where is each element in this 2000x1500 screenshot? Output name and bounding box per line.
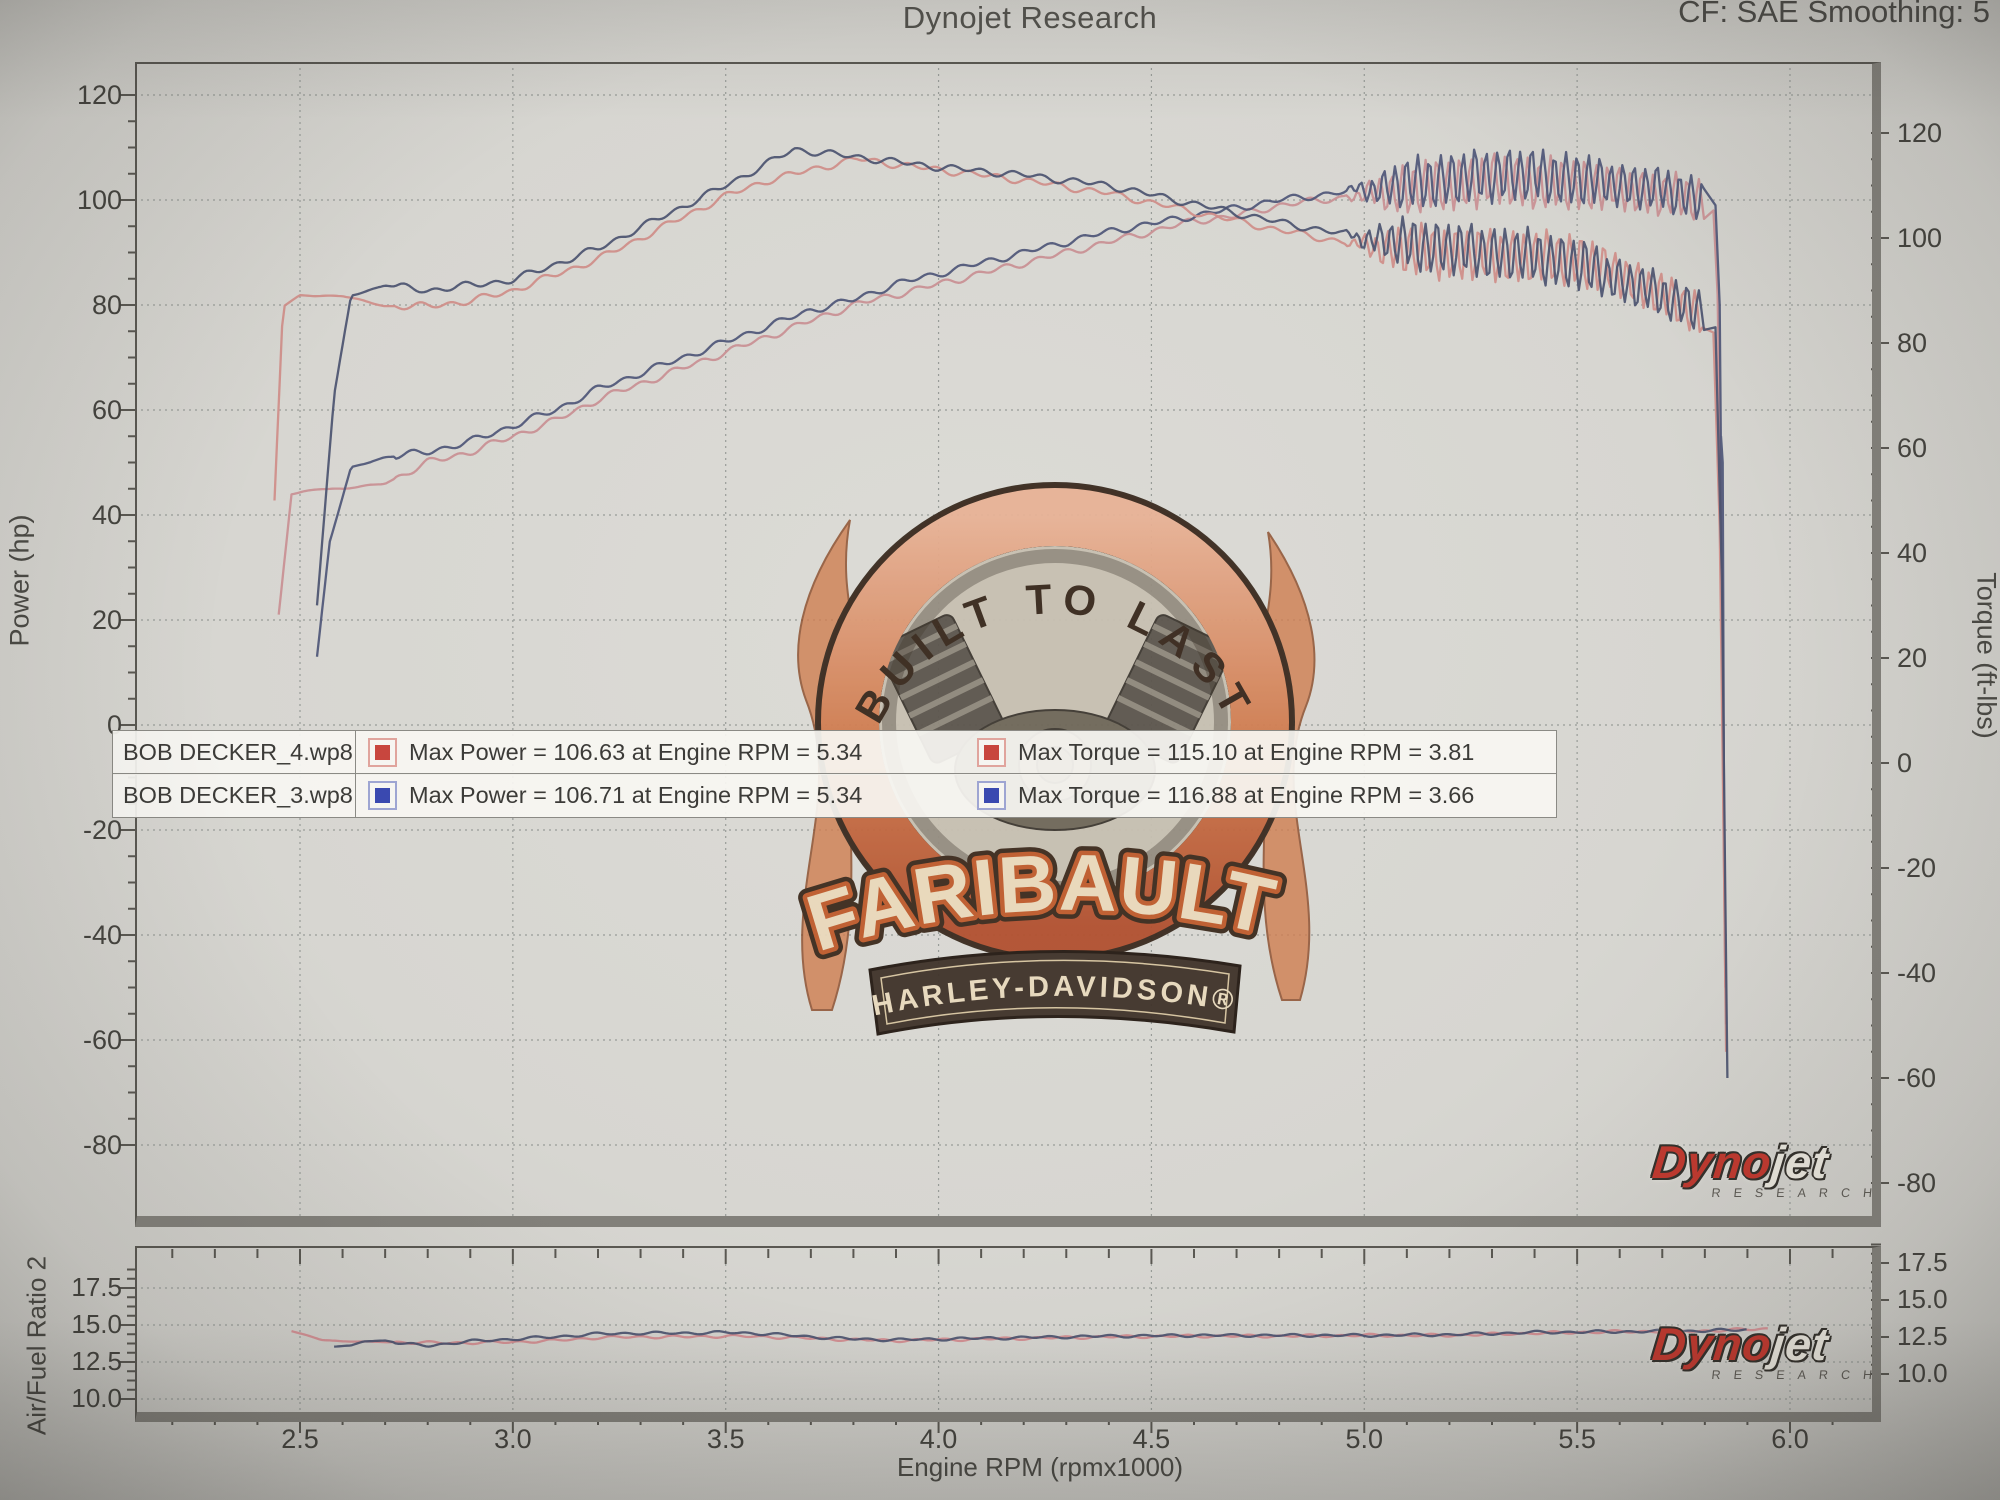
dynojet-logo: Dynojet RESEARCH [1649, 1136, 1915, 1200]
power-red-curve [277, 152, 1727, 988]
legend-swatch-blue-torque-icon [977, 781, 1006, 811]
tick-label: -80 [83, 1130, 122, 1160]
tick-label: -40 [1897, 958, 1936, 988]
legend-max-power: Max Power = 106.71 at Engine RPM = 5.34 [409, 782, 863, 809]
legend-max-torque: Max Torque = 115.10 at Engine RPM = 3.81 [1018, 739, 1475, 765]
tick-label: -60 [83, 1025, 122, 1055]
tick-label: -40 [83, 920, 122, 950]
legend-file-name: BOB DECKER_4.wp8 [123, 731, 356, 774]
legend-swatch-blue-power-icon [368, 781, 397, 811]
legend-row-run3: BOB DECKER_3.wp8 Max Power = 106.71 at E… [112, 773, 1557, 819]
tick-label: 5.0 [1346, 1424, 1384, 1454]
tick-label: 80 [1897, 328, 1927, 358]
power-blue-curve [315, 148, 1728, 1025]
tick-label: 3.5 [707, 1424, 745, 1454]
brand-banner: HARLEY-DAVIDSON® [868, 949, 1242, 1036]
power-axis-label: Power (hp) [4, 514, 35, 647]
tick-label: 40 [1897, 538, 1927, 568]
tick-label: 120 [77, 80, 122, 110]
tick-label: 2.5 [281, 1424, 319, 1454]
dynojet-word-jet: jet [1769, 1318, 1832, 1370]
tick-label: 15.0 [71, 1309, 122, 1339]
tick-label: 3.0 [494, 1424, 532, 1454]
legend-swatch-red-torque-icon [977, 738, 1006, 767]
tick-label: 5.5 [1558, 1424, 1596, 1454]
page-title: Dynojet Research [902, 0, 1158, 35]
dynojet-word-dyno: Dyno [1650, 1318, 1775, 1370]
dynojet-word-jet: jet [1769, 1136, 1832, 1188]
legend-max-torque: Max Torque = 116.88 at Engine RPM = 3.66 [1018, 782, 1475, 809]
tick-label: 12.5 [71, 1346, 122, 1376]
dynojet-research-text: RESEARCH [1710, 1368, 1886, 1382]
correction-factor-label: CF: SAE Smoothing: 5 [1678, 0, 1990, 29]
tick-label: 100 [77, 185, 122, 215]
tick-label: 80 [92, 290, 122, 320]
tick-label: 100 [1897, 223, 1942, 253]
tick-label: 6.0 [1771, 1424, 1809, 1454]
dynojet-logo-afr: Dynojet RESEARCH [1649, 1318, 1915, 1382]
tick-label: 15.0 [1897, 1284, 1948, 1314]
torque-red-curve [273, 156, 1728, 1052]
dynojet-research-text: RESEARCH [1710, 1186, 1886, 1200]
legend-row-run4: BOB DECKER_4.wp8 Max Power = 106.63 at E… [112, 730, 1557, 775]
afr-axis-label: Air/Fuel Ratio 2 [21, 1255, 52, 1436]
tick-label: 0 [1897, 748, 1912, 778]
tick-label: 4.0 [920, 1424, 958, 1454]
tick-label: -80 [1897, 1168, 1936, 1198]
tick-label: 17.5 [1897, 1247, 1948, 1277]
tick-label: 60 [1897, 433, 1927, 463]
tick-label: 20 [92, 605, 122, 635]
dynojet-word-dyno: Dyno [1650, 1136, 1775, 1188]
tick-label: 12.5 [1897, 1321, 1948, 1351]
tick-label: -20 [1897, 853, 1936, 883]
tick-label: -20 [83, 815, 122, 845]
legend-file-name: BOB DECKER_3.wp8 [123, 774, 356, 818]
legend-box: BOB DECKER_4.wp8 Max Power = 106.63 at E… [112, 730, 1557, 819]
tick-label: -60 [1897, 1063, 1936, 1093]
tick-label: 17.5 [71, 1272, 122, 1302]
legend-max-power: Max Power = 106.63 at Engine RPM = 5.34 [409, 739, 863, 765]
tick-label: 10.0 [1897, 1358, 1948, 1388]
tick-label: 60 [92, 395, 122, 425]
tick-label: 20 [1897, 643, 1927, 673]
tick-label: 120 [1897, 118, 1942, 148]
x-axis-label: Engine RPM (rpmx1000) [896, 1452, 1184, 1482]
torque-blue-curve [315, 146, 1729, 1079]
afr-blue-curve [334, 1327, 1747, 1348]
afr-red-curve [291, 1327, 1768, 1346]
tick-label: 40 [92, 500, 122, 530]
tick-label: 4.5 [1133, 1424, 1171, 1454]
tick-label: 10.0 [71, 1383, 122, 1413]
legend-swatch-red-power-icon [368, 738, 397, 767]
torque-axis-label: Torque (ft-lbs) [1971, 572, 2000, 739]
